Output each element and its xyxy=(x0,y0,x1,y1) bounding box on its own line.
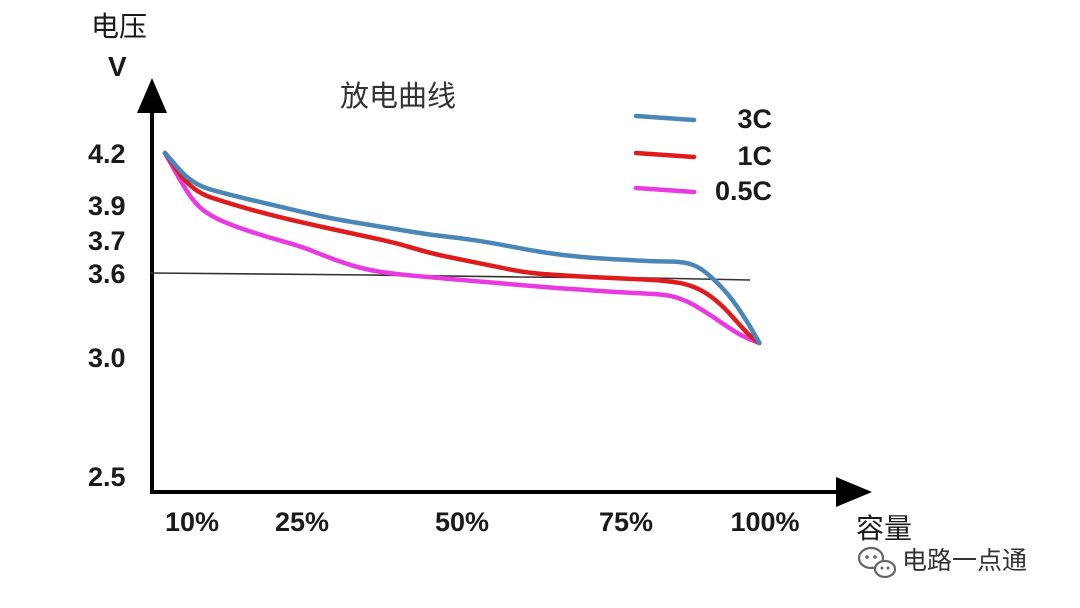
y-axis-title: 电压 xyxy=(91,10,147,43)
y-tick-label: 3.7 xyxy=(88,226,126,256)
legend-label-1C: 1C xyxy=(737,141,772,171)
y-axis-unit: V xyxy=(108,51,127,82)
x-axis-title: 容量 xyxy=(856,512,912,545)
watermark: 电路一点通 xyxy=(857,546,1027,579)
y-tick-label: 3.0 xyxy=(88,343,126,373)
x-tick-label: 75% xyxy=(599,507,653,537)
axes xyxy=(137,78,872,507)
series-line-1C xyxy=(162,150,762,346)
legend-label-0_5C: 0.5C xyxy=(715,176,772,206)
legend-swatch-0_5C xyxy=(633,185,697,195)
x-tick-labels: 10% 25% 50% 75% 100% xyxy=(165,507,800,537)
y-tick-label: 3.6 xyxy=(88,259,126,289)
y-tick-label: 3.9 xyxy=(88,191,126,221)
reference-line-layer xyxy=(149,272,751,281)
wechat-icon xyxy=(857,546,897,579)
reference-line-3.6v xyxy=(149,272,751,281)
series-line-3C xyxy=(162,150,762,346)
y-axis-arrow xyxy=(137,78,167,113)
x-axis-arrow xyxy=(836,477,872,507)
y-tick-labels: 4.2 3.9 3.73.6 3.0 2.5 xyxy=(88,139,126,492)
legend-swatch-1C xyxy=(633,150,697,160)
legend-label-3C: 3C xyxy=(737,104,772,134)
y-tick-label: 4.2 xyxy=(88,139,126,169)
legend: 3C 1C 0.5C xyxy=(633,104,772,206)
watermark-text: 电路一点通 xyxy=(902,546,1027,575)
series-line-0_5C xyxy=(162,150,762,346)
legend-swatch-3C xyxy=(633,113,697,123)
chart-title: 放电曲线 xyxy=(340,79,456,113)
x-tick-label: 10% xyxy=(165,507,219,537)
x-tick-label: 50% xyxy=(435,507,489,537)
x-tick-label: 100% xyxy=(730,507,799,537)
y-tick-label: 2.5 xyxy=(88,462,126,492)
x-tick-label: 25% xyxy=(275,507,329,537)
series-layer xyxy=(162,150,762,346)
